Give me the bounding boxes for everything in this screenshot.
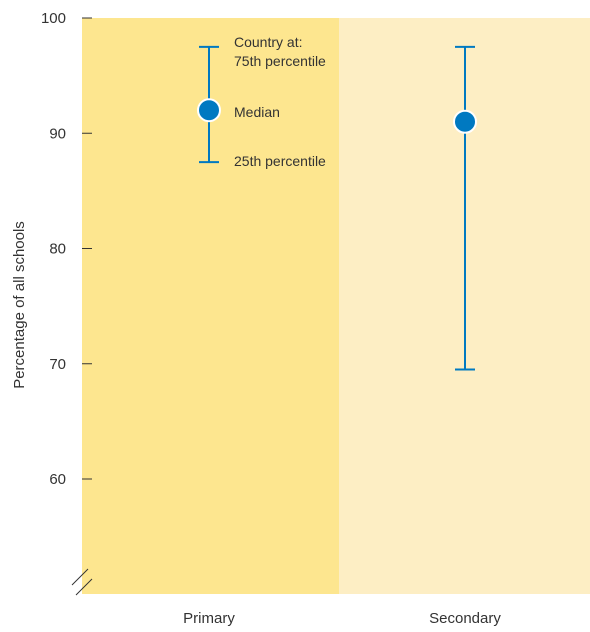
y-tick-label-70: 70 [49,356,66,373]
y-tick-label-60: 60 [49,471,66,488]
annotation-75th-percentile: 75th percentile [234,53,326,69]
secondary-median-dot [453,109,477,134]
x-axis: Primary Secondary [183,610,501,627]
y-tick-label-90: 90 [49,125,66,142]
y-axis-label: Percentage of all schools [11,221,28,389]
x-tick-label-primary: Primary [183,610,235,627]
data-marks [197,45,477,371]
annotation-25th-percentile: 25th percentile [234,153,326,169]
annotation-country-at: Country at: [234,34,302,50]
annotations: Country at: 75th percentile Median 25th per… [234,34,326,169]
axis-break-mark-2 [75,578,93,596]
y-tick-label-100: 100 [41,10,66,27]
y-axis: 60 70 80 90 100 [41,10,93,596]
annotation-median: Median [234,104,280,120]
x-tick-label-secondary: Secondary [429,610,501,627]
axis-break-mark-1 [71,568,89,586]
primary-median-dot [197,98,221,123]
y-tick-label-80: 80 [49,241,66,258]
category-bands [82,18,590,594]
